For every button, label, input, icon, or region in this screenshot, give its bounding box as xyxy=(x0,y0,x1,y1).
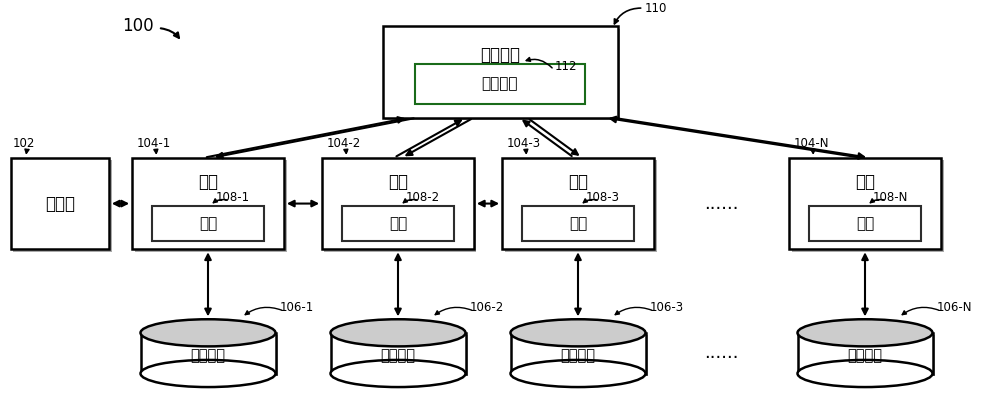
Bar xyxy=(154,208,266,244)
Bar xyxy=(792,160,944,252)
Bar xyxy=(513,335,648,376)
Bar xyxy=(511,333,646,373)
Text: 110: 110 xyxy=(644,2,667,14)
Text: 106-N: 106-N xyxy=(936,301,972,314)
Ellipse shape xyxy=(330,360,466,387)
Bar xyxy=(324,160,476,252)
Text: 108-2: 108-2 xyxy=(406,191,440,204)
Bar xyxy=(798,333,932,373)
Text: 102: 102 xyxy=(13,137,35,150)
Text: 设备: 设备 xyxy=(388,173,408,191)
Bar xyxy=(382,26,618,118)
Bar xyxy=(812,208,923,244)
Bar xyxy=(809,206,921,242)
Text: 管理服务: 管理服务 xyxy=(482,76,518,91)
Text: 104-1: 104-1 xyxy=(137,137,171,150)
Bar xyxy=(143,335,278,376)
Text: 服务: 服务 xyxy=(569,216,587,231)
Bar xyxy=(134,160,287,252)
Text: 请求方: 请求方 xyxy=(45,195,75,213)
Text: 存储装置: 存储装置 xyxy=(848,349,883,363)
Text: 104-2: 104-2 xyxy=(327,137,361,150)
Bar xyxy=(800,335,935,376)
Text: 设备: 设备 xyxy=(198,173,218,191)
Bar xyxy=(342,206,454,242)
Bar xyxy=(140,333,276,373)
Bar xyxy=(505,160,657,252)
Ellipse shape xyxy=(140,319,276,347)
Text: 112: 112 xyxy=(555,60,578,74)
Bar xyxy=(132,158,284,249)
Text: 设备: 设备 xyxy=(568,173,588,191)
Text: 存储装置: 存储装置 xyxy=(560,349,596,363)
Text: 108-3: 108-3 xyxy=(586,191,620,204)
Text: ......: ...... xyxy=(704,195,739,213)
Text: 存储装置: 存储装置 xyxy=(190,349,226,363)
Bar xyxy=(522,206,634,242)
Text: 服务: 服务 xyxy=(389,216,407,231)
Ellipse shape xyxy=(798,319,932,347)
Text: 108-N: 108-N xyxy=(873,191,908,204)
Bar xyxy=(333,335,468,376)
Bar xyxy=(385,28,620,120)
Text: 106-2: 106-2 xyxy=(470,301,504,314)
Bar xyxy=(330,333,466,373)
Text: 设备: 设备 xyxy=(855,173,875,191)
Text: 104-3: 104-3 xyxy=(507,137,541,150)
Bar xyxy=(11,158,109,249)
Ellipse shape xyxy=(511,319,646,347)
Bar xyxy=(789,158,941,249)
Ellipse shape xyxy=(511,360,646,387)
Ellipse shape xyxy=(140,360,276,387)
Bar xyxy=(152,206,264,242)
Bar xyxy=(415,64,585,104)
Text: 服务: 服务 xyxy=(856,216,874,231)
Text: 108-1: 108-1 xyxy=(216,191,250,204)
Text: 存储装置: 存储装置 xyxy=(380,349,416,363)
Text: ......: ...... xyxy=(704,344,739,362)
Text: 服务: 服务 xyxy=(199,216,217,231)
Bar xyxy=(502,158,654,249)
Text: 106-3: 106-3 xyxy=(650,301,684,314)
Text: 管理设备: 管理设备 xyxy=(480,46,520,64)
Bar xyxy=(13,160,112,252)
Text: 100: 100 xyxy=(122,17,154,35)
Bar xyxy=(344,208,456,244)
Bar xyxy=(322,158,474,249)
Text: 106-1: 106-1 xyxy=(280,301,314,314)
Bar xyxy=(418,66,588,106)
Ellipse shape xyxy=(798,360,932,387)
Text: 104-N: 104-N xyxy=(794,137,830,150)
Bar xyxy=(525,208,637,244)
Ellipse shape xyxy=(330,319,466,347)
